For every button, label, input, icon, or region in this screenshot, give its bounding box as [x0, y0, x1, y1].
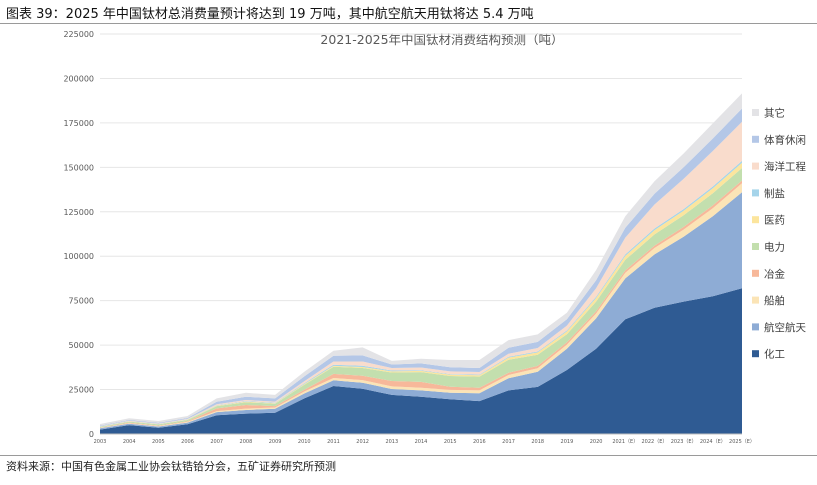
x-tick-label: 2024（E）	[700, 439, 726, 445]
x-tick-label: 2020	[590, 439, 603, 445]
area-series-9	[100, 93, 742, 426]
legend-label: 电力	[764, 241, 785, 254]
y-tick-label: 0	[89, 430, 94, 439]
chart-title: 2021-2025年中国钛材消费结构预测（吨）	[320, 32, 563, 47]
y-tick-label: 150000	[63, 163, 94, 172]
legend-swatch	[752, 323, 759, 331]
x-tick-label: 2018	[531, 439, 544, 445]
legend-label: 航空航天	[764, 321, 806, 334]
x-tick-label: 2010	[298, 439, 311, 445]
x-tick-label: 2015	[444, 439, 457, 445]
x-tick-label: 2013	[385, 439, 398, 445]
x-tick-label: 2014	[415, 439, 428, 445]
area-series-4	[100, 168, 742, 428]
x-tick-label: 2023（E）	[671, 439, 697, 445]
stacked-area-chart: 2021-2025年中国钛材消费结构预测（吨） 0 25000 50000 75000…	[63, 30, 806, 445]
x-tick-label: 2012	[356, 439, 369, 445]
x-tick-label: 2006	[181, 439, 194, 445]
y-tick-label: 50000	[69, 341, 94, 350]
x-tick-label: 2005	[152, 439, 165, 445]
legend-label: 冶金	[764, 267, 785, 280]
area-series-1	[100, 192, 742, 430]
legend-swatch	[752, 350, 759, 358]
legend-swatch	[752, 216, 759, 224]
y-tick-label: 75000	[69, 297, 94, 306]
axes: 0 25000 50000 75000 100000 125000 150000 175000…	[63, 30, 754, 445]
bottom-rule	[0, 455, 817, 456]
legend-label: 海洋工程	[764, 160, 806, 173]
y-tick-label: 125000	[63, 208, 94, 217]
legend-swatch	[752, 109, 759, 116]
x-tick-label: 2004	[123, 439, 136, 445]
legend-swatch	[752, 162, 759, 170]
series-areas	[100, 93, 742, 434]
y-tick-label: 225000	[63, 30, 94, 39]
legend-label: 化工	[764, 348, 785, 361]
legend-swatch	[752, 135, 759, 143]
y-tick-label: 175000	[63, 119, 94, 128]
x-tick-label: 2016	[473, 439, 486, 445]
y-tick-label: 100000	[63, 252, 94, 261]
legend-label: 体育休闲	[764, 133, 806, 146]
x-tick-label: 2017	[502, 439, 515, 445]
x-tick-label: 2008	[240, 439, 253, 445]
top-rule	[0, 23, 817, 24]
x-tick-label: 2022（E）	[642, 439, 668, 445]
x-tick-label: 2007	[210, 439, 223, 445]
legend-label: 医药	[764, 215, 785, 227]
legend-label: 其它	[764, 107, 785, 120]
area-series-0	[100, 288, 742, 434]
x-tick-label: 2025（E）	[729, 439, 755, 445]
x-tick-label: 2011	[327, 439, 340, 445]
legend-swatch	[752, 243, 759, 250]
y-tick-label: 200000	[63, 74, 94, 83]
figure-title: 图表 39：2025 年中国钛材总消费量预计将达到 19 万吨，其中航空航天用钛…	[6, 7, 534, 22]
legend-swatch	[752, 269, 759, 277]
x-tick-label: 2003	[94, 439, 107, 445]
source-note: 资料来源：中国有色金属工业协会钛锆铪分会，五矿证券研究所预测	[6, 460, 336, 473]
y-tick-label: 25000	[69, 386, 94, 395]
x-tick-label: 2021（E）	[612, 439, 638, 445]
legend-swatch	[752, 296, 759, 304]
x-tick-label: 2019	[561, 439, 574, 445]
legend-swatch	[752, 189, 759, 197]
x-tick-label: 2009	[269, 439, 282, 445]
legend-label: 船舶	[764, 294, 785, 307]
legend-label: 制盐	[764, 187, 785, 200]
